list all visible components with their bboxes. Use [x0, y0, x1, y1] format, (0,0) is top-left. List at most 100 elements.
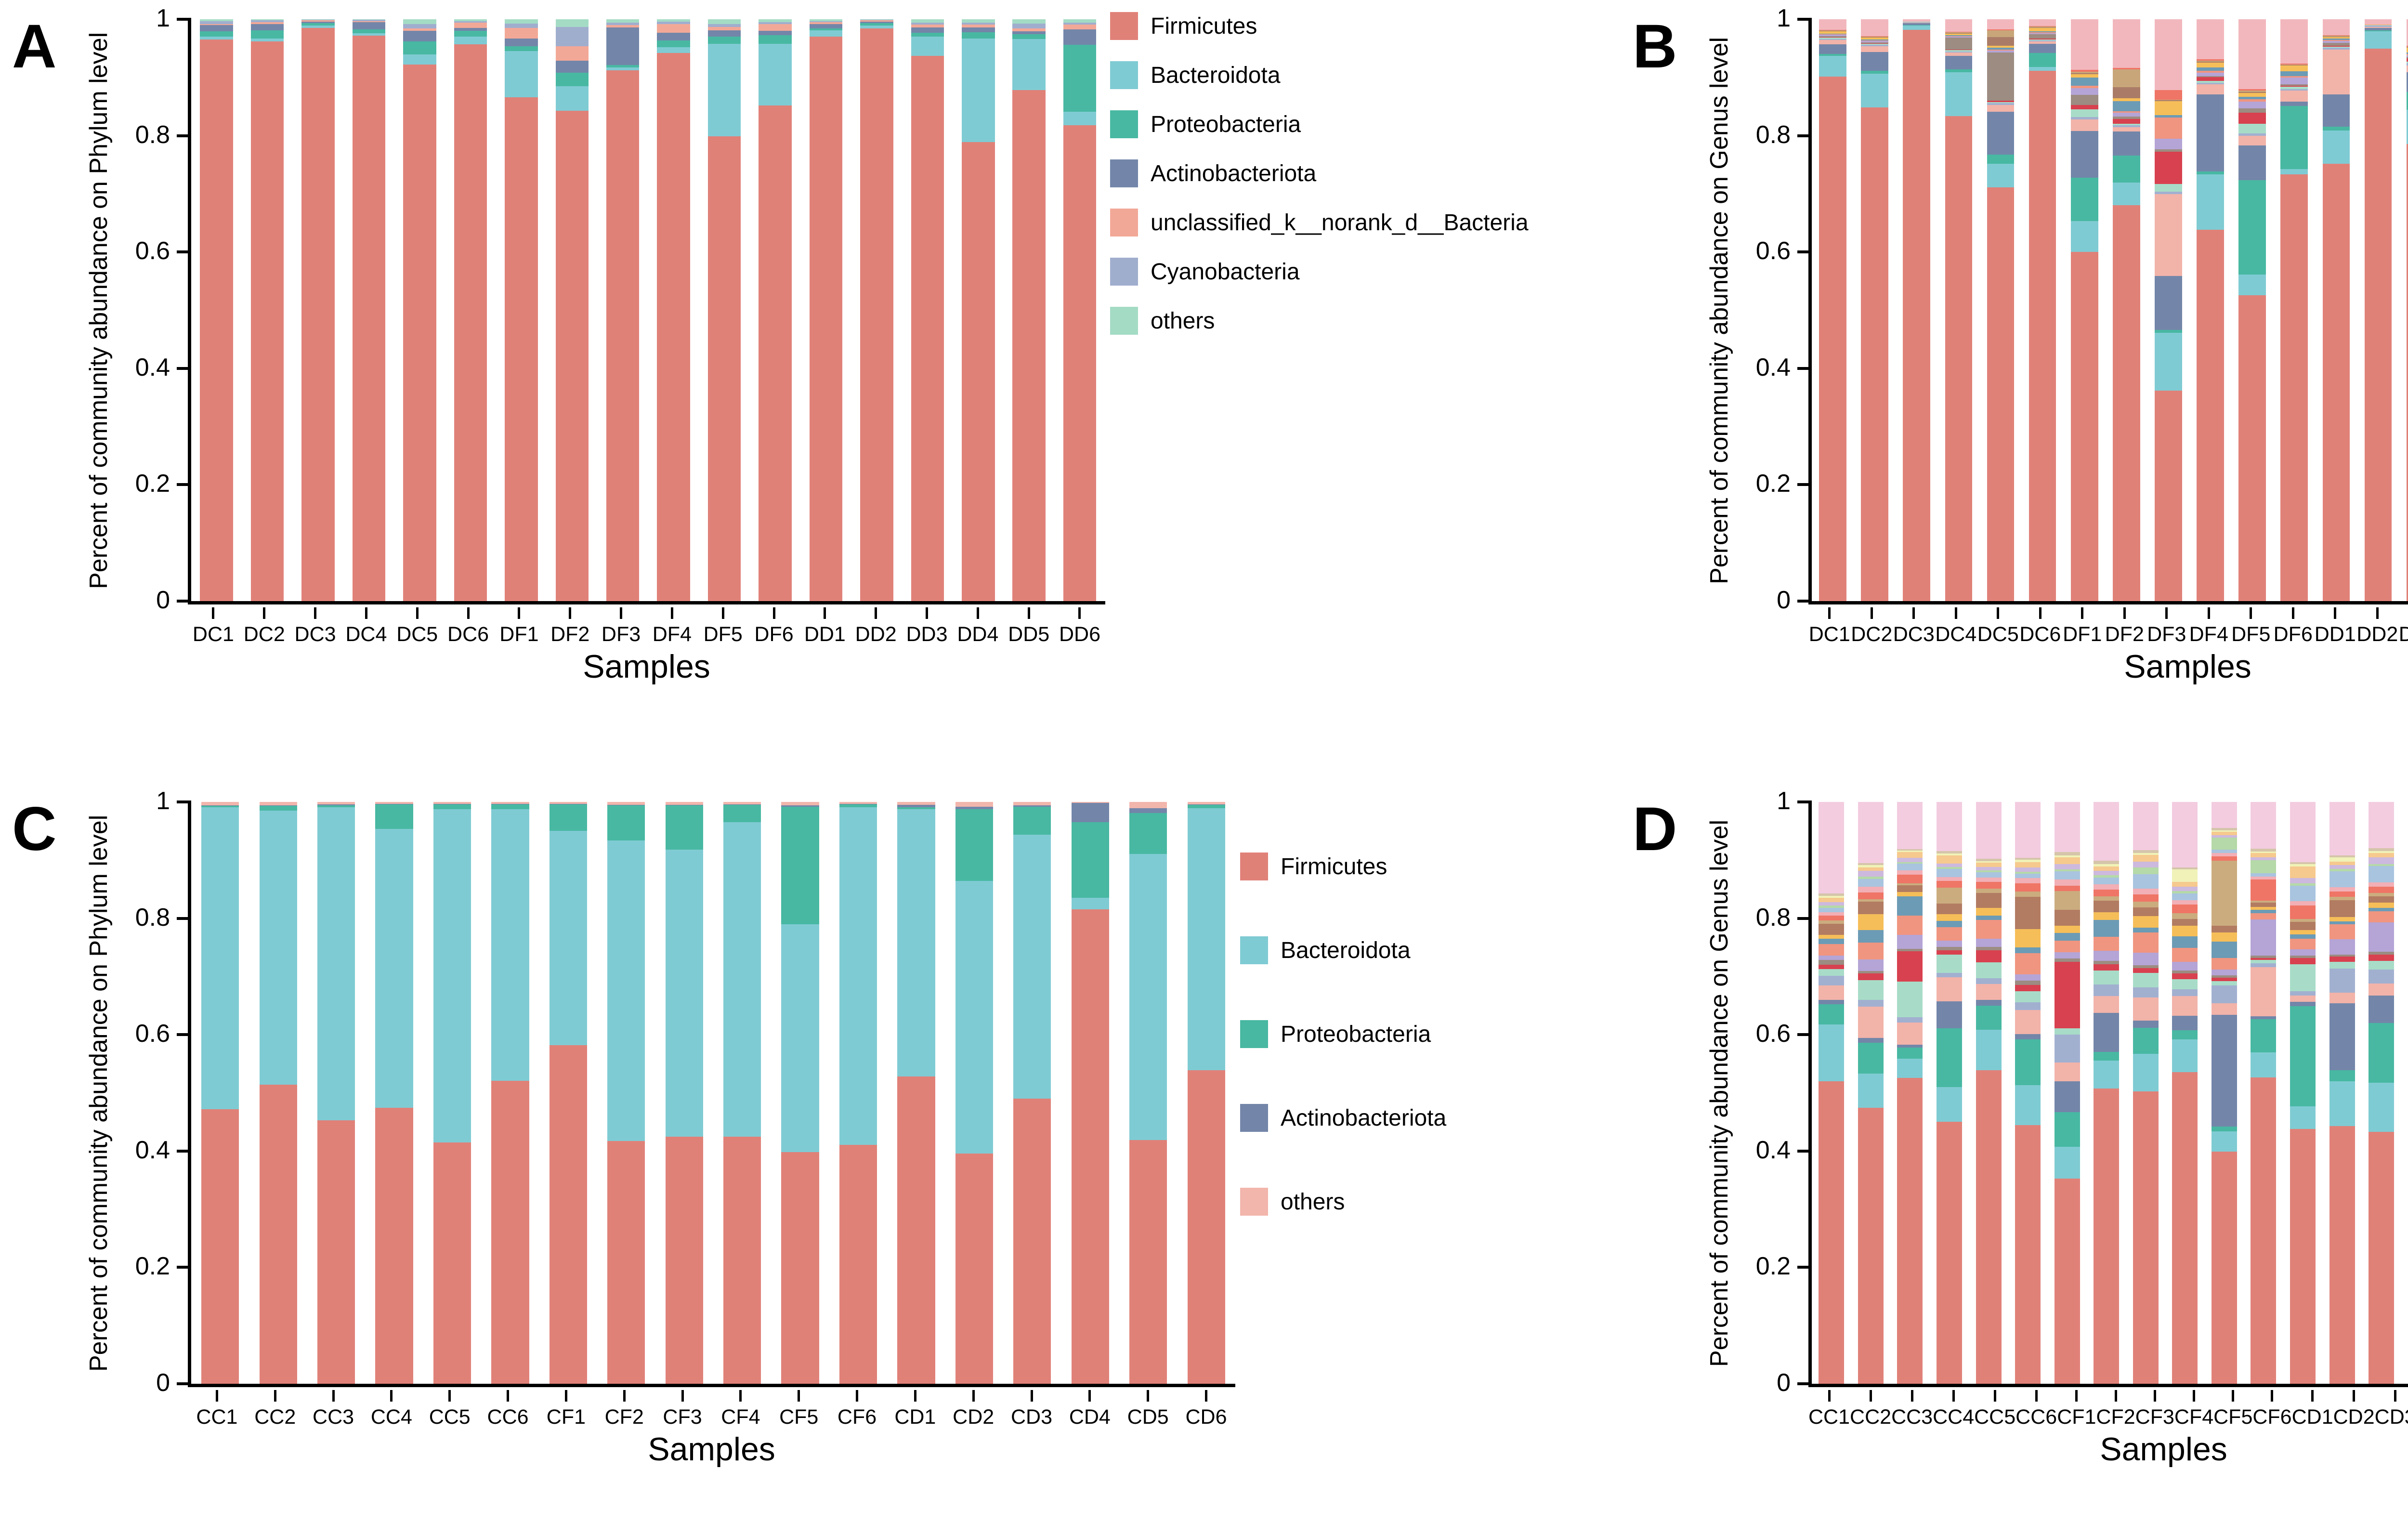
stacked-bar-DF6: [759, 19, 792, 601]
x-tick-label-DC3: DC3: [1893, 623, 1935, 646]
panel-d: D Percent of community abundance on Genu…: [1633, 788, 2408, 1527]
x-tick-label-CF1: CF1: [2057, 1405, 2096, 1429]
bar-segment: [1858, 942, 1884, 960]
bar-segment: [665, 1136, 703, 1384]
bar-segment: [2015, 985, 2041, 992]
bar-segment: [606, 27, 640, 66]
bar-segment: [2322, 39, 2350, 41]
bar-segment: [962, 24, 995, 27]
bar-segment: [2251, 919, 2277, 956]
bar-segment: [2015, 1125, 2041, 1384]
bar-segment: [2406, 48, 2408, 52]
bar-segment: [2197, 174, 2224, 230]
x-axis-tick: [1828, 607, 1831, 619]
bar-segment: [707, 37, 741, 44]
bar-segment: [1819, 938, 1845, 945]
x-tick-cell: CC6: [2015, 1390, 2057, 1429]
bar-segment: [1945, 69, 1973, 72]
x-tick-cell: DD1: [799, 607, 851, 646]
x-tick-cell: DF3: [596, 607, 647, 646]
y-axis-tick: [1797, 917, 1812, 920]
bar-segment: [1945, 36, 1973, 37]
x-axis-tick: [875, 607, 877, 619]
x-axis-tick: [1954, 607, 1957, 619]
stacked-bar-DD4: [962, 19, 995, 601]
bar-segment: [2113, 123, 2140, 126]
x-tick-label-DF1: DF1: [499, 623, 539, 646]
bar-segment: [201, 806, 239, 807]
bar-segment: [1012, 28, 1046, 32]
bar-segment: [607, 840, 645, 1141]
bar-segment: [1897, 1078, 1923, 1384]
bar-segment: [454, 44, 487, 601]
bar-segment: [2113, 156, 2140, 183]
bar-segment: [1936, 1121, 1962, 1384]
stacked-bar-CC4: [1936, 802, 1962, 1384]
x-axis-tick: [2039, 607, 2042, 619]
x-tick-label-CD3: CD3: [2374, 1405, 2408, 1429]
bar-segment: [962, 27, 995, 32]
bar-segment: [2251, 802, 2277, 849]
bar-segment: [2280, 84, 2308, 86]
bar-segment: [352, 21, 386, 23]
x-tick-cell: CD3: [1003, 1390, 1061, 1429]
bar-segment: [1858, 999, 1884, 1007]
bar-segment: [2406, 19, 2408, 46]
bar-segment: [2211, 835, 2237, 838]
bar-segment: [1945, 33, 1973, 36]
bar-segment: [1976, 1070, 2002, 1384]
bar-segment: [2280, 174, 2308, 601]
bar-segment: [2054, 1081, 2080, 1112]
bar-segment: [2322, 41, 2350, 43]
bar-segment: [2238, 135, 2266, 146]
panel-d-y-axis-title: Percent of community abundance on Genus …: [1705, 820, 1733, 1367]
bar-cell: [1003, 802, 1061, 1384]
x-axis-tick: [365, 607, 367, 619]
bar-segment: [2133, 854, 2159, 862]
bar-segment: [1013, 806, 1051, 835]
bar-segment: [1858, 871, 1884, 877]
bar-segment: [1976, 908, 2002, 916]
bar-segment: [1861, 37, 1888, 38]
bar-segment: [1936, 973, 1962, 978]
bar-segment: [2329, 802, 2355, 855]
bar-segment: [1897, 896, 1923, 916]
bar-segment: [2113, 183, 2140, 205]
bar-segment: [2070, 88, 2098, 95]
bar-segment: [2364, 28, 2392, 30]
bar-segment: [1071, 898, 1109, 910]
bar-cell: [1979, 19, 2021, 601]
bar-segment: [2322, 45, 2350, 47]
bar-segment: [2369, 886, 2395, 893]
bar-segment: [1936, 904, 1962, 915]
bar-segment: [2133, 916, 2159, 928]
bar-segment: [1987, 101, 2015, 102]
bar-segment: [1897, 892, 1923, 897]
bar-segment: [2054, 1112, 2080, 1147]
stacked-bar-DF2: [555, 19, 589, 601]
bar-segment: [1936, 866, 1962, 869]
bar-segment: [1976, 878, 2002, 882]
bar-segment: [301, 21, 335, 24]
bar-segment: [2197, 61, 2224, 63]
x-axis-tick: [2165, 607, 2168, 619]
bar-segment: [2172, 867, 2198, 870]
bar-segment: [955, 802, 994, 807]
bar-segment: [2369, 1131, 2395, 1384]
bar-segment: [2133, 968, 2159, 973]
bar-segment: [200, 39, 233, 601]
x-tick-cell: CD3: [2375, 1390, 2408, 1429]
stacked-bar-DF3: [606, 19, 640, 601]
bar-segment: [2054, 802, 2080, 853]
bar-segment: [2172, 996, 2198, 1016]
x-axis-tick: [2232, 1390, 2235, 1402]
y-tick-label: 1: [156, 4, 170, 32]
bar-segment: [1945, 52, 1973, 56]
bar-segment: [781, 1152, 819, 1384]
bar-segment: [2211, 838, 2237, 850]
bar-segment: [1861, 39, 1888, 41]
legend-swatch: [1110, 159, 1138, 187]
bar-segment: [809, 19, 843, 21]
legend-label: Firmicutes: [1151, 13, 1257, 39]
x-axis-tick: [976, 607, 979, 619]
